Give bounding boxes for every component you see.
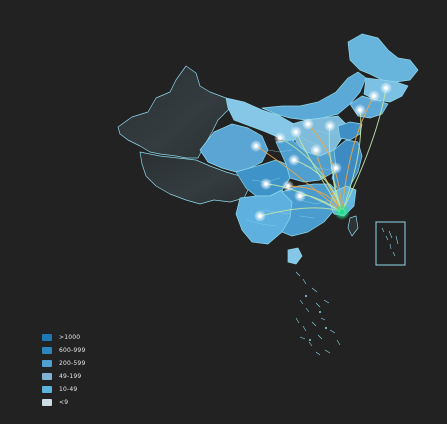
legend-label: >1000 bbox=[59, 333, 81, 341]
region-xinjiang bbox=[117, 65, 231, 159]
flow-line bbox=[341, 109, 362, 213]
legend-item-over-1000: >1000 bbox=[42, 332, 85, 342]
flow-line bbox=[307, 123, 343, 213]
south-sea-islands bbox=[295, 271, 341, 356]
region-hainan bbox=[287, 247, 303, 265]
flow-lines bbox=[255, 87, 387, 217]
region-heilongjiang bbox=[347, 33, 419, 83]
source-marker bbox=[294, 130, 298, 134]
legend-item-200-599: 200-599 bbox=[42, 358, 85, 368]
legend: >1000 600-999 200-599 49-199 10-49 <9 bbox=[42, 332, 85, 407]
legend-item-49-199: 49-199 bbox=[42, 371, 85, 381]
flow-target-dot bbox=[339, 209, 345, 215]
source-marker bbox=[292, 158, 296, 162]
region-inner-mongolia bbox=[261, 71, 367, 121]
province-border bbox=[299, 199, 331, 205]
legend-label: 49-199 bbox=[59, 372, 82, 380]
source-markers bbox=[250, 82, 392, 222]
region-tibet bbox=[139, 151, 251, 205]
flow-line bbox=[328, 125, 343, 213]
legend-label: 200-599 bbox=[59, 359, 86, 367]
source-marker bbox=[358, 108, 362, 112]
source-marker bbox=[328, 124, 332, 128]
flow-line bbox=[341, 87, 387, 213]
source-marker bbox=[264, 182, 268, 186]
source-marker bbox=[334, 166, 338, 170]
legend-swatch bbox=[42, 385, 52, 393]
source-marker bbox=[298, 194, 302, 198]
south-china-sea-inset bbox=[375, 221, 406, 266]
legend-label: <9 bbox=[59, 398, 69, 406]
flow-line bbox=[295, 131, 343, 213]
source-marker bbox=[384, 86, 388, 90]
source-marker bbox=[258, 214, 262, 218]
legend-label: 600-999 bbox=[59, 346, 86, 354]
source-marker bbox=[314, 148, 318, 152]
legend-item-under-9: <9 bbox=[42, 397, 85, 407]
province-border bbox=[245, 219, 277, 227]
legend-item-10-49: 10-49 bbox=[42, 384, 85, 394]
legend-swatch bbox=[42, 372, 52, 380]
legend-swatch bbox=[42, 398, 52, 406]
region-qinghai bbox=[199, 123, 269, 173]
source-marker bbox=[372, 94, 376, 98]
province-border bbox=[315, 129, 339, 135]
legend-item-600-999: 600-999 bbox=[42, 345, 85, 355]
source-marker bbox=[278, 136, 282, 140]
source-marker bbox=[306, 122, 310, 126]
legend-swatch bbox=[42, 346, 52, 354]
province-regions bbox=[117, 33, 419, 265]
region-taiwan bbox=[347, 215, 359, 237]
source-marker bbox=[286, 184, 290, 188]
legend-swatch bbox=[42, 333, 52, 341]
flow-line bbox=[341, 95, 375, 213]
province-border bbox=[299, 215, 315, 219]
legend-label: 10-49 bbox=[59, 385, 78, 393]
flow-line bbox=[255, 145, 343, 213]
region-shandong bbox=[337, 121, 363, 141]
legend-swatch bbox=[42, 359, 52, 367]
source-marker bbox=[254, 144, 258, 148]
province-border bbox=[267, 149, 293, 153]
